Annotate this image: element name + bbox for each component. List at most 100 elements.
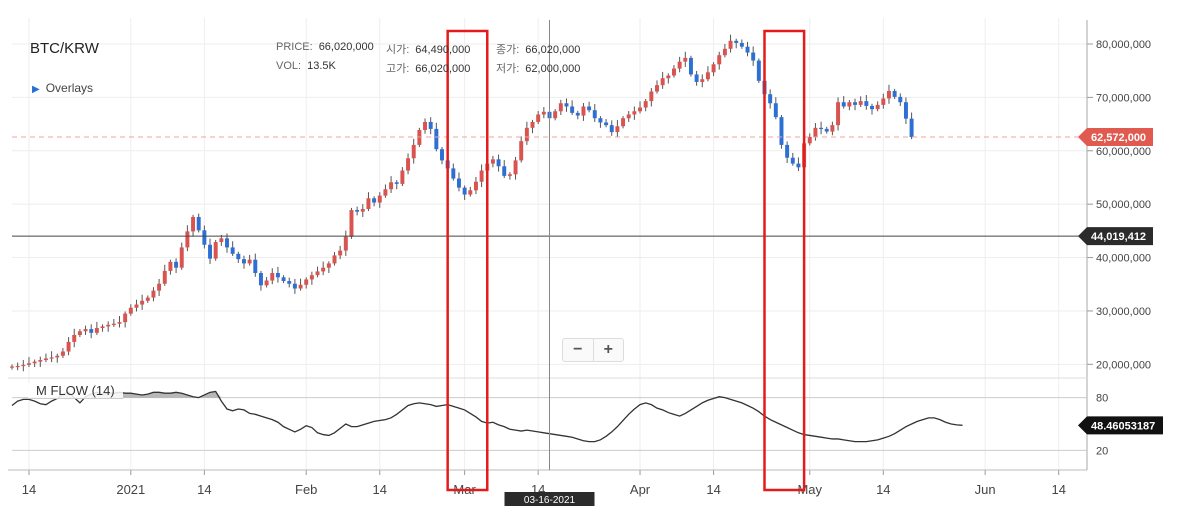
candle-body xyxy=(587,106,592,111)
candle-body xyxy=(524,127,529,142)
candle-body xyxy=(338,250,343,256)
candle-body xyxy=(513,160,518,175)
overlays-toggle[interactable]: ▶ Overlays xyxy=(32,81,93,95)
annotations xyxy=(446,29,806,492)
candle-body xyxy=(536,114,541,122)
candle-body xyxy=(157,283,162,291)
candle-body xyxy=(688,57,693,75)
candle-body xyxy=(490,159,495,164)
candle-body xyxy=(111,323,116,325)
mflow-indicator-label[interactable]: M FLOW (14) xyxy=(28,383,123,399)
candle-body xyxy=(728,40,733,49)
crosshair-tag xyxy=(1078,227,1153,246)
zoom-in-button[interactable]: + xyxy=(592,339,624,361)
candle-body xyxy=(196,216,201,231)
candle-body xyxy=(49,357,54,359)
candle-body xyxy=(717,55,722,65)
candle-body xyxy=(847,102,852,107)
candle-body xyxy=(236,253,241,260)
candle-body xyxy=(886,90,891,99)
candle-body xyxy=(440,149,444,161)
candle-body xyxy=(473,181,478,191)
candle-body xyxy=(185,231,190,248)
candle-body xyxy=(853,102,858,105)
candle-body xyxy=(100,326,105,329)
candle-body xyxy=(790,157,795,164)
quote-close: 종가: 66,020,000 xyxy=(496,44,581,56)
candle-body xyxy=(287,281,292,284)
candle-body xyxy=(225,238,229,248)
price-tick-label: 50,000,000 xyxy=(1096,199,1151,211)
crosshair-date-tag xyxy=(504,492,595,506)
candle-body xyxy=(451,168,456,179)
candle-body xyxy=(145,297,150,301)
candle-body xyxy=(570,106,575,113)
candle-body xyxy=(558,103,563,112)
candle-body xyxy=(519,141,524,161)
candle-body xyxy=(892,90,897,97)
time-tick-label: 14 xyxy=(22,482,36,497)
candle-body xyxy=(332,255,337,264)
zoom-out-button[interactable]: − xyxy=(573,341,583,358)
price-tick-label: 40,000,000 xyxy=(1096,253,1151,265)
candle-body xyxy=(162,270,167,284)
candle-body xyxy=(581,106,586,116)
candle-body xyxy=(553,111,558,119)
candle-body xyxy=(230,247,235,254)
candle-body xyxy=(456,178,461,188)
candle-body xyxy=(660,78,665,86)
mflow-value-tag xyxy=(1078,416,1163,435)
time-tick-label: 14 xyxy=(1051,482,1065,497)
candle-body xyxy=(564,103,569,107)
candle-body xyxy=(366,198,371,209)
candle-body xyxy=(151,290,156,298)
candle-body xyxy=(841,102,846,107)
play-triangle-icon: ▶ xyxy=(32,84,40,95)
candle-body xyxy=(462,187,467,195)
candle-body xyxy=(355,210,360,212)
candle-body xyxy=(270,273,275,281)
candle-body xyxy=(179,247,184,268)
candle-body xyxy=(592,110,597,119)
quote-low: 저가: 62,000,000 xyxy=(496,63,581,75)
price-tick-label: 70,000,000 xyxy=(1096,92,1151,104)
candle-body xyxy=(711,64,716,73)
quote-open: 시가: 64,490,000 xyxy=(386,44,471,56)
candle-body xyxy=(400,170,405,184)
price-tick-label: 60,000,000 xyxy=(1096,146,1151,158)
overlays-label: Overlays xyxy=(45,81,94,95)
time-tick-label: 14 xyxy=(197,482,211,497)
time-tick-label: 2021 xyxy=(116,482,145,497)
candle-body xyxy=(694,74,699,82)
candle-body xyxy=(666,75,671,79)
candle-body xyxy=(281,277,286,282)
quote-volume: VOL: 13.5K xyxy=(276,60,336,72)
candle-body xyxy=(739,42,744,47)
candle-body xyxy=(649,91,654,102)
candle-body xyxy=(756,60,761,81)
candle-body xyxy=(406,158,411,171)
candle-body xyxy=(140,300,145,305)
candle-body xyxy=(117,322,122,324)
candle-body xyxy=(326,263,331,268)
candle-body xyxy=(671,68,676,76)
candle-body xyxy=(343,236,348,251)
time-tick-label: Apr xyxy=(630,482,651,497)
candle-body xyxy=(21,364,26,367)
candle-body xyxy=(360,208,365,212)
candle-body xyxy=(813,127,818,137)
candle-body xyxy=(304,279,309,285)
candle-body xyxy=(626,114,631,119)
candle-body xyxy=(10,366,14,368)
candle-body xyxy=(26,363,31,365)
candle-body xyxy=(298,284,303,289)
candle-body xyxy=(468,190,473,195)
candle-body xyxy=(428,121,433,129)
candle-body xyxy=(541,111,546,115)
candle-body xyxy=(598,118,603,123)
crosshair-value-label: 44,019,412 xyxy=(1091,231,1146,243)
candle-body xyxy=(638,107,643,112)
candle-body xyxy=(785,144,790,158)
